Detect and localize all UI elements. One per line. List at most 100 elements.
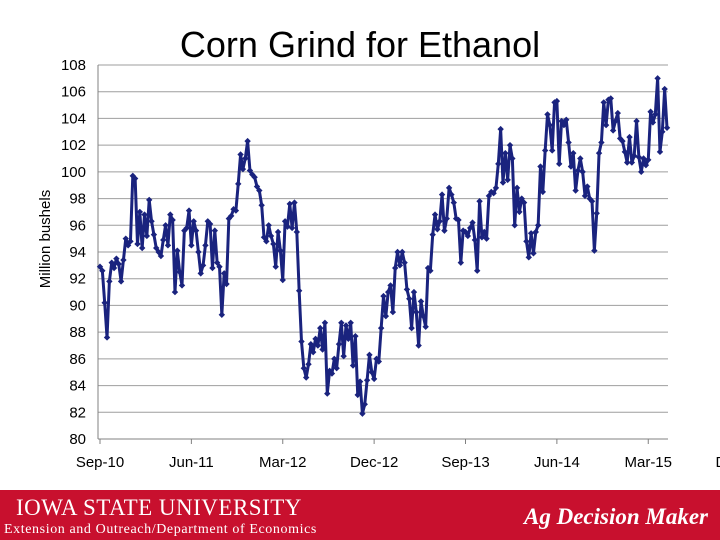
data-point-marker: [380, 292, 387, 300]
data-point-marker: [598, 139, 605, 146]
y-tick-label: 88: [69, 324, 86, 341]
data-point-marker: [553, 97, 561, 105]
data-point-marker: [183, 224, 190, 232]
data-point-marker: [366, 351, 373, 359]
data-point-marker: [600, 99, 607, 106]
data-point-marker: [523, 238, 530, 245]
data-point-marker: [312, 335, 319, 343]
data-point-marker: [396, 262, 404, 269]
data-point-marker: [324, 390, 331, 397]
data-point-marker: [106, 278, 113, 285]
data-point-marker: [647, 108, 654, 115]
ag-decision-maker-logo: Ag Decision Maker: [524, 504, 708, 529]
data-point-marker: [263, 238, 270, 245]
data-point-marker: [291, 199, 298, 206]
data-point-marker: [612, 117, 619, 125]
data-point-marker: [445, 184, 453, 192]
data-point-marker: [403, 286, 411, 293]
data-point-marker: [195, 248, 202, 256]
data-point-marker: [413, 308, 420, 316]
data-point-marker: [375, 358, 383, 365]
data-point-marker: [317, 324, 324, 332]
data-point-marker: [127, 238, 134, 245]
data-point-marker: [595, 149, 603, 157]
data-point-marker: [300, 365, 308, 372]
data-point-marker: [174, 247, 181, 254]
data-point-marker: [570, 149, 577, 157]
data-point-marker: [202, 242, 209, 249]
data-point-marker: [513, 184, 521, 192]
data-point-marker: [663, 124, 671, 131]
data-point-marker: [293, 228, 301, 236]
data-point-marker: [216, 263, 223, 270]
data-point-marker: [218, 311, 226, 318]
data-point-marker: [518, 195, 525, 202]
data-point-marker: [628, 159, 636, 166]
data-point-marker: [525, 254, 532, 261]
data-point-marker: [509, 155, 516, 162]
data-point-marker: [481, 228, 488, 236]
data-point-marker: [333, 365, 340, 372]
data-point-marker: [638, 168, 645, 176]
data-point-marker: [359, 410, 366, 417]
data-point-marker: [645, 156, 652, 164]
data-point-marker: [110, 264, 118, 272]
data-point-marker: [544, 111, 551, 118]
data-point-marker: [197, 270, 204, 277]
data-point-marker: [492, 184, 500, 192]
data-point-marker: [572, 187, 579, 194]
x-tick-label: Dec-15: [715, 454, 720, 471]
data-point-marker: [408, 324, 415, 332]
data-point-marker: [345, 335, 352, 343]
data-point-marker: [146, 196, 153, 204]
data-point-marker: [192, 227, 200, 234]
data-point-marker: [251, 174, 258, 181]
data-point-marker: [270, 240, 277, 248]
data-point-marker: [150, 231, 158, 238]
data-point-marker: [181, 227, 188, 234]
y-tick-label: 80: [69, 431, 86, 448]
data-point-marker: [659, 128, 666, 135]
data-point-marker: [474, 267, 481, 274]
data-point-marker: [584, 183, 591, 190]
data-point-marker: [434, 226, 441, 233]
data-point-marker: [626, 133, 633, 141]
data-point-marker: [230, 206, 237, 213]
data-point-marker: [464, 232, 472, 240]
data-point-marker: [427, 267, 434, 274]
data-point-marker: [401, 259, 408, 266]
data-point-marker: [279, 276, 286, 284]
y-tick-labels: 80 82 84 86 88 90 92 94 96 98 100 102 104 106 108: [61, 57, 86, 448]
data-point-marker: [452, 215, 460, 222]
data-point-marker: [490, 190, 497, 197]
y-tick-label: 84: [69, 378, 86, 395]
data-point-marker: [157, 252, 165, 260]
data-point-marker: [242, 155, 249, 162]
data-point-marker: [115, 260, 122, 268]
x-tick-label: Sep-13: [441, 454, 489, 471]
data-point-marker: [171, 288, 179, 296]
data-point-marker: [556, 160, 563, 168]
data-point-marker: [153, 244, 160, 252]
series-line: [98, 76, 669, 416]
data-point-marker: [347, 319, 354, 326]
data-point-marker: [649, 119, 657, 126]
x-tick-label: Mar-12: [259, 454, 307, 471]
data-point-marker: [307, 340, 315, 348]
data-point-marker: [331, 355, 338, 363]
data-point-marker: [272, 263, 279, 270]
data-point-marker: [511, 222, 518, 229]
data-point-marker: [520, 199, 528, 206]
data-point-marker: [574, 167, 582, 174]
data-point-marker: [356, 378, 364, 385]
data-point-marker: [244, 137, 251, 145]
data-point-marker: [143, 232, 151, 240]
y-tick-label: 100: [61, 164, 86, 181]
data-point-marker: [314, 342, 322, 349]
data-point-marker: [656, 148, 664, 156]
data-point-marker: [469, 219, 476, 226]
data-point-marker: [551, 99, 558, 106]
data-point-marker: [506, 141, 514, 149]
data-point-marker: [387, 282, 394, 289]
data-point-marker: [623, 159, 631, 166]
